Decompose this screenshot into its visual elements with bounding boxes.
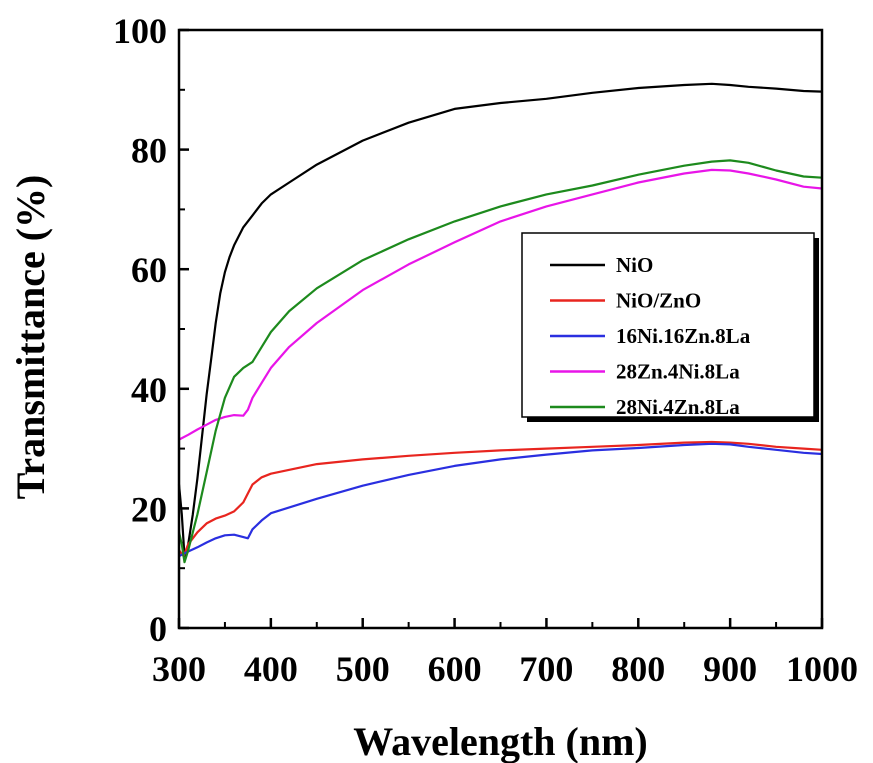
x-tick-label: 300 xyxy=(152,649,206,689)
legend-label-0: NiO xyxy=(616,253,653,277)
y-axis-title: Transmittance (%) xyxy=(8,175,53,500)
series-line-1 xyxy=(178,440,823,558)
y-tick-label: 100 xyxy=(113,11,167,51)
legend-label-4: 28Ni.4Zn.8La xyxy=(616,395,740,419)
legend-label-2: 16Ni.16Zn.8La xyxy=(616,324,751,348)
x-tick-label: 1000 xyxy=(786,649,858,689)
x-tick-label: 600 xyxy=(428,649,482,689)
x-tick-label: 900 xyxy=(703,649,757,689)
legend: NiO NiO/ZnO 16Ni.16Zn.8La 28Zn.4Ni.8La 28Ni.… xyxy=(521,232,819,422)
y-tick-label: 60 xyxy=(131,250,167,290)
x-tick-label: 700 xyxy=(519,649,573,689)
x-axis-title: Wavelength (nm) xyxy=(353,719,647,763)
x-tick-label: 800 xyxy=(611,649,665,689)
series-line-2 xyxy=(178,442,823,558)
series-line-4 xyxy=(177,159,823,564)
axes-layer: 300 400 500 600 700 800 900 1000 0 20 40 60 80 100 Wav… xyxy=(8,11,858,763)
x-tick-label: 400 xyxy=(244,649,298,689)
x-tick-label: 500 xyxy=(336,649,390,689)
y-tick-label: 80 xyxy=(131,131,167,171)
series-layer xyxy=(177,82,823,564)
y-tick-label: 20 xyxy=(131,489,167,529)
y-tick-label: 40 xyxy=(131,370,167,410)
y-tick-label: 0 xyxy=(149,609,167,649)
legend-label-3: 28Zn.4Ni.8La xyxy=(616,360,740,384)
series-line-0 xyxy=(177,82,823,558)
series-line-3 xyxy=(178,168,823,441)
legend-label-1: NiO/ZnO xyxy=(616,289,701,313)
legend-box xyxy=(521,232,815,418)
